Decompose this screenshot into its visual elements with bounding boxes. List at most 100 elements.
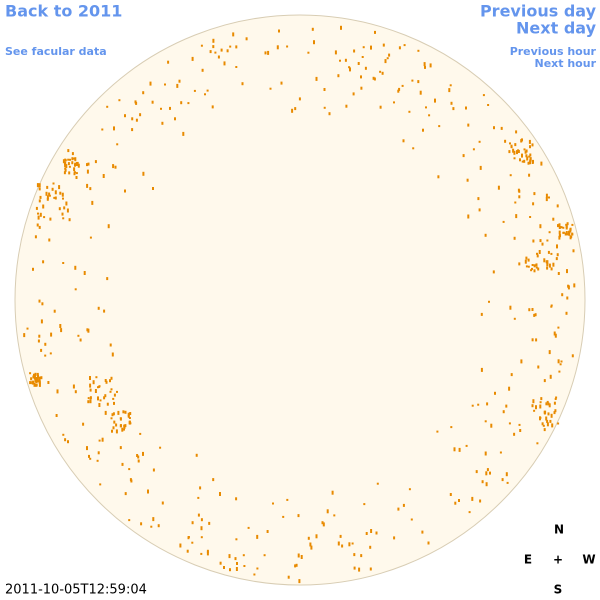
facula (543, 428, 546, 432)
facula (167, 60, 170, 64)
facula (537, 267, 540, 271)
facula (566, 269, 568, 274)
facula (89, 399, 92, 404)
facula (124, 410, 127, 414)
facula (490, 423, 493, 428)
facula (86, 446, 88, 451)
facula (67, 162, 70, 166)
facula (448, 88, 451, 93)
back-link[interactable]: Back to 2011 (5, 2, 122, 21)
facula (263, 554, 266, 557)
facula (388, 53, 391, 57)
facula (484, 420, 487, 423)
facula (73, 157, 76, 160)
facula (110, 376, 113, 380)
facula (555, 257, 558, 261)
facula (36, 378, 39, 382)
facula (137, 455, 140, 459)
facula (204, 93, 206, 96)
facula (484, 451, 487, 456)
previous-day-link[interactable]: Previous day (480, 2, 597, 21)
compass-north: N (554, 523, 564, 537)
facula (223, 566, 225, 569)
facula (94, 160, 97, 164)
facula (58, 185, 61, 190)
facula (232, 32, 235, 37)
facula (118, 99, 121, 102)
facula (558, 370, 561, 373)
facula (129, 412, 132, 415)
facula (315, 76, 318, 81)
facula (471, 496, 474, 501)
facula (348, 542, 351, 547)
facula (86, 169, 89, 174)
facula (206, 549, 209, 553)
facula (66, 208, 69, 213)
facula (518, 262, 521, 266)
facula (402, 503, 405, 507)
facula (541, 242, 544, 246)
facula (122, 410, 125, 414)
facula (89, 383, 92, 388)
facula (337, 74, 340, 78)
facula (37, 339, 40, 343)
facula (477, 403, 480, 406)
facula (87, 400, 90, 404)
facula (558, 223, 561, 228)
facula (311, 27, 314, 31)
facula (174, 117, 176, 121)
facula (109, 379, 111, 383)
facula (462, 154, 465, 158)
facula (471, 404, 474, 407)
next-hour-link[interactable]: Next hour (535, 57, 597, 70)
facula (527, 161, 530, 165)
facula (104, 410, 107, 415)
previous-hour-link[interactable]: Previous hour (510, 45, 597, 58)
facula (525, 149, 528, 153)
facula (121, 427, 124, 432)
facula (64, 438, 67, 442)
facula (485, 471, 488, 476)
facula (572, 249, 575, 253)
facula (550, 305, 553, 308)
facula (519, 429, 522, 432)
facula (535, 263, 538, 267)
facula (450, 426, 453, 429)
facular-link[interactable]: See facular data (5, 45, 107, 58)
facula (537, 365, 540, 369)
facula (550, 267, 553, 271)
facula (540, 161, 543, 166)
facula (38, 334, 41, 338)
next-day-link[interactable]: Next day (516, 19, 597, 38)
facula (548, 263, 551, 268)
facula (370, 45, 372, 50)
facula (119, 424, 122, 428)
facula (68, 171, 71, 175)
facula (112, 397, 115, 400)
facula (543, 379, 546, 383)
facula (64, 168, 67, 172)
compass-south: S (554, 583, 563, 597)
facula (65, 201, 68, 206)
facula (374, 30, 376, 34)
facula (369, 545, 372, 549)
facula (226, 49, 229, 53)
facula (86, 328, 89, 332)
facula (458, 499, 460, 502)
facula (556, 253, 559, 257)
facula (515, 214, 518, 219)
facula (334, 50, 337, 55)
facula (212, 45, 215, 49)
facula (337, 541, 340, 546)
facula (379, 70, 382, 73)
facula (513, 432, 516, 436)
facula (164, 83, 166, 86)
facula (191, 56, 194, 61)
facula (417, 80, 420, 84)
facula (353, 553, 356, 557)
facula (235, 538, 238, 541)
facula (128, 519, 131, 522)
facula (532, 399, 535, 404)
facula (502, 410, 505, 414)
facula (187, 536, 190, 538)
